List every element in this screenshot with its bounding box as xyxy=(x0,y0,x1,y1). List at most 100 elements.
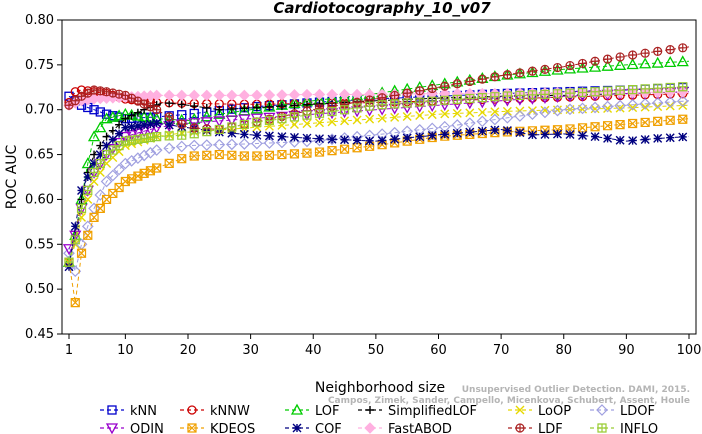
data-point xyxy=(227,128,237,138)
data-point xyxy=(70,87,80,97)
data-point xyxy=(83,194,93,204)
data-point xyxy=(615,85,625,95)
legend-item-cof: COF xyxy=(285,422,342,434)
data-point xyxy=(227,150,237,160)
data-point xyxy=(615,120,625,130)
data-point xyxy=(653,133,663,143)
data-point xyxy=(589,101,601,114)
data-point xyxy=(113,163,125,176)
data-point xyxy=(390,90,400,101)
data-point xyxy=(277,114,287,124)
data-point xyxy=(138,149,151,162)
data-point xyxy=(189,129,199,139)
data-point xyxy=(289,112,300,122)
x-tick-label: 80 xyxy=(555,343,572,358)
data-point xyxy=(127,111,136,120)
data-point xyxy=(277,149,287,160)
data-point xyxy=(452,108,462,118)
x-tick-label: 30 xyxy=(242,343,259,358)
data-point xyxy=(588,60,602,72)
legend-label: LDF xyxy=(538,422,563,434)
data-point xyxy=(628,136,638,146)
data-point xyxy=(465,93,475,104)
data-point xyxy=(576,61,589,73)
data-point xyxy=(365,114,375,124)
data-point xyxy=(302,110,312,120)
data-point xyxy=(602,54,613,64)
data-point xyxy=(490,92,500,102)
data-point xyxy=(603,133,613,143)
data-point xyxy=(302,148,312,158)
legend-label: kNNW xyxy=(210,404,250,419)
data-point xyxy=(526,66,539,78)
legend-item-ldf: LDF xyxy=(508,422,563,434)
data-point xyxy=(100,175,113,188)
x-axis: 1 10 20 30 40 50 60 70 80 90 100 xyxy=(65,334,701,358)
series-line xyxy=(68,104,690,263)
legend-item-kdeos: KDEOS xyxy=(180,422,255,434)
data-point xyxy=(202,127,212,137)
data-point xyxy=(200,139,213,151)
data-point xyxy=(602,121,613,131)
data-point xyxy=(313,88,326,101)
data-point xyxy=(452,128,462,138)
legend-label: ODIN xyxy=(130,422,164,434)
data-point xyxy=(200,117,213,129)
data-point xyxy=(106,169,119,182)
data-point xyxy=(340,135,350,145)
data-point xyxy=(315,134,324,144)
data-point xyxy=(120,123,130,133)
data-point xyxy=(152,105,162,115)
data-point xyxy=(102,141,112,151)
legend-item-inflo: INFLO xyxy=(590,422,658,434)
data-point xyxy=(89,159,99,169)
data-point xyxy=(440,95,450,105)
legend-marker xyxy=(515,423,525,433)
legend-marker xyxy=(107,405,117,415)
data-point xyxy=(502,106,512,116)
data-point xyxy=(514,110,526,122)
x-tick-label: 10 xyxy=(117,343,134,358)
legend-label: COF xyxy=(315,422,342,434)
data-point xyxy=(89,212,99,222)
data-point xyxy=(177,119,187,129)
legend-item-simplifiedlof: SimplifiedLOF xyxy=(358,404,477,419)
data-point xyxy=(515,128,525,138)
data-point xyxy=(121,114,130,123)
data-point xyxy=(70,298,80,308)
data-point xyxy=(615,135,625,145)
data-point xyxy=(290,101,299,110)
series-line xyxy=(68,100,690,273)
data-point xyxy=(477,126,487,136)
data-point xyxy=(678,114,688,124)
data-point xyxy=(402,98,412,108)
data-point xyxy=(227,104,236,113)
data-point xyxy=(164,112,174,122)
data-point xyxy=(289,149,300,159)
data-point xyxy=(327,106,337,117)
data-point xyxy=(440,129,450,139)
data-point xyxy=(127,122,137,132)
data-point xyxy=(200,110,213,122)
data-point xyxy=(213,107,226,119)
data-point xyxy=(202,103,211,112)
legend-marker xyxy=(597,423,607,433)
data-point xyxy=(252,130,262,140)
data-point xyxy=(95,107,105,117)
data-point xyxy=(540,64,550,74)
data-point xyxy=(626,98,639,111)
data-point xyxy=(653,46,663,56)
data-point xyxy=(238,138,251,150)
data-point xyxy=(640,102,650,112)
data-point xyxy=(665,101,675,111)
data-point xyxy=(502,70,512,80)
data-point xyxy=(95,150,105,160)
data-point xyxy=(452,94,462,104)
y-tick-label: 0.60 xyxy=(25,192,54,207)
data-point xyxy=(339,105,350,115)
data-point xyxy=(289,132,299,142)
data-point xyxy=(176,89,188,102)
data-point xyxy=(188,139,201,152)
data-point xyxy=(177,110,187,120)
data-point xyxy=(390,134,400,144)
